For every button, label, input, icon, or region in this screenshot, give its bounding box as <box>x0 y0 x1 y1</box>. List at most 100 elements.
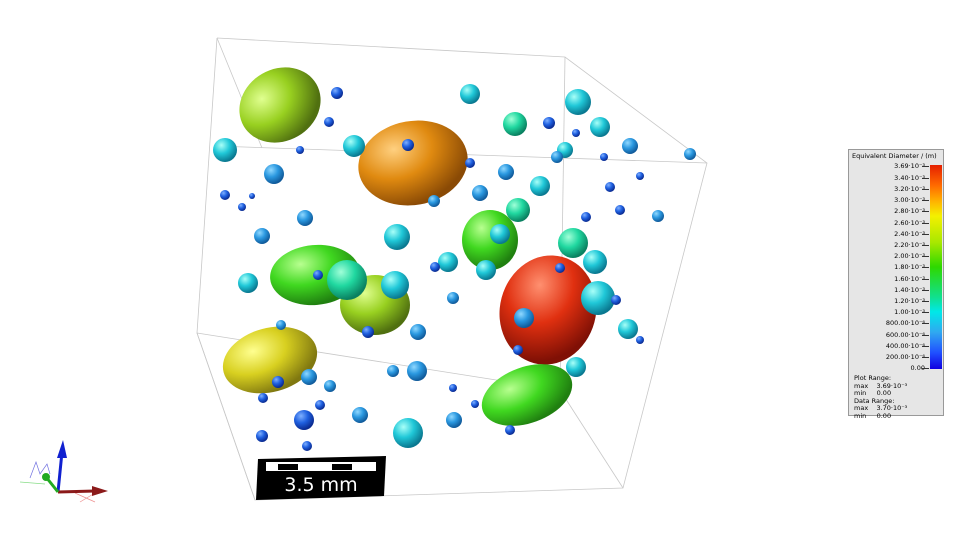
particle <box>402 139 414 151</box>
particle <box>301 369 317 385</box>
particle <box>258 393 268 403</box>
particle <box>558 228 588 258</box>
particle <box>490 224 510 244</box>
legend-tick-label: 2.20·10⁻³ <box>894 241 925 250</box>
legend-tick-mark <box>922 166 929 167</box>
particle <box>622 138 638 154</box>
legend-tick-mark <box>922 222 929 224</box>
legend-tick-mark <box>922 323 929 325</box>
particle <box>313 270 323 280</box>
legend-tick-label: 200.00·10⁻⁶ <box>885 353 925 362</box>
legend-tick-label: 2.40·10⁻³ <box>894 229 925 238</box>
particle <box>294 410 314 430</box>
particle <box>636 172 644 180</box>
data-min-value: 0.00 <box>876 411 892 420</box>
plot-max-label: max <box>854 381 869 390</box>
color-legend: Equivalent Diameter / (m) 3.69·10⁻³ 3.40·… <box>848 149 944 419</box>
particle <box>581 281 615 315</box>
legend-tick-label: 1.80·10⁻³ <box>894 263 925 272</box>
legend-tick-mark <box>922 233 929 235</box>
legend-tick-label: 600.00·10⁻⁶ <box>885 330 925 339</box>
legend-tick-mark <box>922 200 929 202</box>
legend-tick-mark <box>922 245 929 247</box>
particle <box>352 407 368 423</box>
particle <box>618 319 638 339</box>
particle <box>324 380 336 392</box>
legend-tick-mark <box>922 368 929 370</box>
particle <box>513 345 523 355</box>
legend-tick-label: 1.40·10⁻³ <box>894 285 925 294</box>
legend-tick-label: 1.60·10⁻³ <box>894 274 925 283</box>
particle <box>465 158 475 168</box>
particle <box>249 193 255 199</box>
particle <box>555 263 565 273</box>
data-range-label: Data Range: <box>854 396 895 405</box>
particle <box>343 135 365 157</box>
particle <box>505 425 515 435</box>
particle <box>297 210 313 226</box>
particle <box>514 308 534 328</box>
particle <box>583 250 607 274</box>
plot-range-label: Plot Range: <box>854 374 892 382</box>
large-particle <box>358 120 468 206</box>
particle <box>256 430 268 442</box>
particle <box>572 129 580 137</box>
particle <box>581 212 591 222</box>
legend-tick-label: 2.00·10⁻³ <box>894 252 925 261</box>
particle <box>362 326 374 338</box>
legend-tick-label: 2.80·10⁻³ <box>894 207 925 216</box>
particle <box>264 164 284 184</box>
particle <box>615 205 625 215</box>
particle <box>472 185 488 201</box>
legend-tick-mark <box>922 289 929 291</box>
large-particle <box>481 364 573 426</box>
data-max-label: max <box>854 404 869 412</box>
particle <box>460 84 480 104</box>
particle <box>238 203 246 211</box>
particle <box>600 153 608 161</box>
data-min-label: min <box>854 411 867 420</box>
legend-colorbar <box>930 165 942 369</box>
particle <box>506 198 530 222</box>
particle <box>449 384 457 392</box>
particle <box>324 117 334 127</box>
legend-tick-label: 3.69·10⁻³ <box>894 162 925 170</box>
legend-tick-mark <box>922 334 929 336</box>
legend-tick-mark <box>922 278 929 280</box>
x-axis-arrow <box>57 489 96 494</box>
legend-tick-mark <box>922 357 929 359</box>
legend-tick-mark <box>922 301 929 303</box>
particle <box>447 292 459 304</box>
particle <box>331 87 343 99</box>
particle <box>611 295 621 305</box>
particle <box>652 210 664 222</box>
large-particle <box>239 67 321 143</box>
particle <box>590 117 610 137</box>
legend-tick-label: 2.60·10⁻³ <box>894 218 925 227</box>
legend-tick-mark <box>922 312 929 314</box>
legend-ranges: Plot Range: max 3.69·10⁻³ min 0.00 Data … <box>854 374 907 420</box>
particle <box>446 412 462 428</box>
particle <box>684 148 696 160</box>
legend-title: Equivalent Diameter / (m) <box>852 152 937 160</box>
legend-tick-label: 3.40·10⁻³ <box>894 173 925 182</box>
particle <box>302 441 312 451</box>
particle <box>605 182 615 192</box>
legend-tick-label: 3.20·10⁻³ <box>894 185 925 194</box>
particle <box>387 365 399 377</box>
particle <box>296 146 304 154</box>
large-particle <box>222 326 318 394</box>
particle <box>565 89 591 115</box>
particle <box>428 195 440 207</box>
particle <box>407 361 427 381</box>
legend-tick-label: 1.00·10⁻³ <box>894 308 925 317</box>
particle <box>543 117 555 129</box>
plot-min-label: min <box>854 389 867 397</box>
particle <box>220 190 230 200</box>
legend-tick-mark <box>922 211 929 213</box>
axes-triad <box>19 440 108 503</box>
particle <box>315 400 325 410</box>
particle <box>471 400 479 408</box>
legend-tick-label: 400.00·10⁻⁶ <box>885 341 925 350</box>
